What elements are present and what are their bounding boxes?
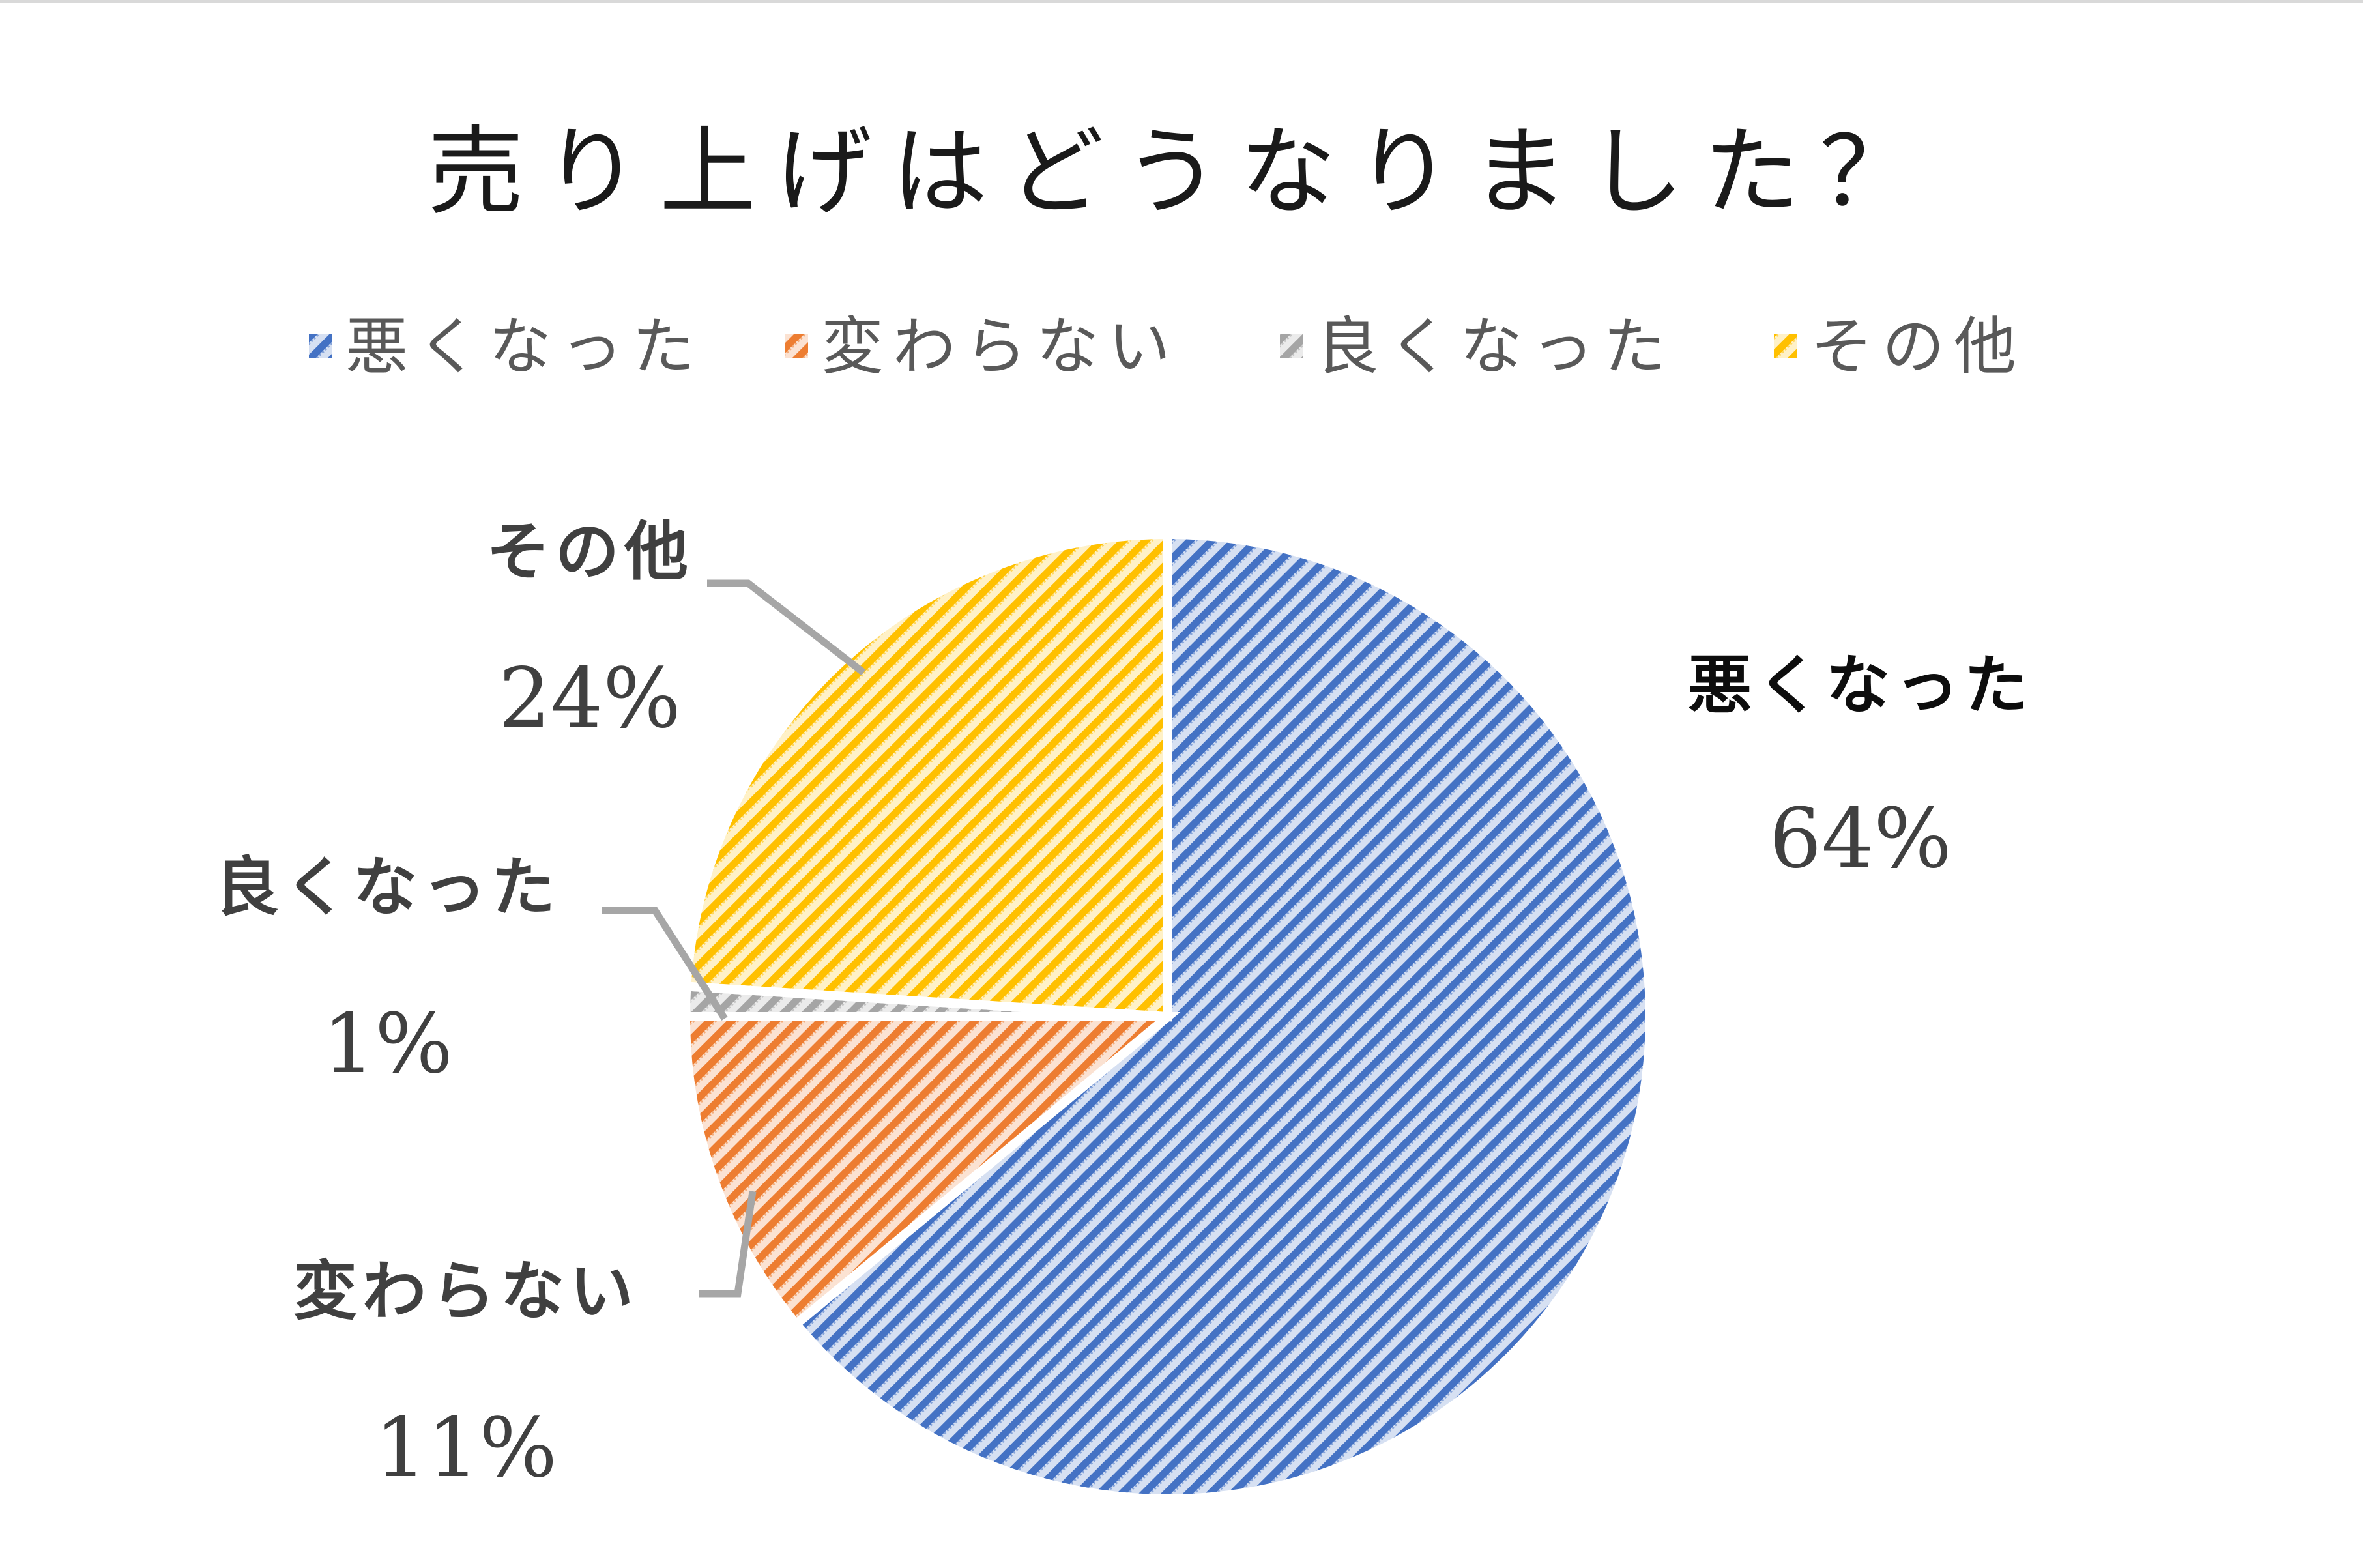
- data-label-percent: 11%: [375, 1400, 557, 1496]
- top-border: [0, 0, 2363, 3]
- legend-label: 良くなった: [1316, 310, 1675, 383]
- chart-title: 売り上げはどうなりました？: [428, 116, 1935, 228]
- pie-slice-4: [682, 529, 1172, 1022]
- leader-line-1: [699, 1191, 757, 1298]
- data-label-category: その他: [486, 515, 693, 589]
- pie-slice-1: [789, 529, 1655, 1503]
- legend-entry-2: 変わらない: [785, 310, 1180, 383]
- leader-line-2: [602, 907, 728, 1021]
- leader-line-3: [707, 579, 866, 676]
- data-label-percent: 64%: [1769, 791, 1952, 886]
- data-label-1: 悪くなった 64%: [1688, 648, 2033, 886]
- legend-swatch: [1774, 334, 1797, 358]
- data-label-3: 良くなった 1%: [215, 850, 560, 1092]
- legend-swatch: [1280, 334, 1303, 358]
- data-label-2: 変わらない 11%: [293, 1255, 639, 1496]
- legend-label: 悪くなった: [345, 310, 704, 383]
- data-label-4: その他 24%: [486, 515, 693, 746]
- data-label-percent: 1%: [323, 996, 453, 1092]
- legend-entry-4: その他: [1774, 310, 2025, 383]
- pie-slices: [680, 529, 1655, 1503]
- pie-slice-2: [680, 1012, 1181, 1331]
- legend-label: その他: [1810, 310, 2025, 383]
- legend: 悪くなった 変わらない 良くなった その他: [309, 310, 2025, 383]
- legend-swatch: [785, 334, 808, 358]
- data-label-category: 変わらない: [293, 1255, 639, 1329]
- legend-swatch: [309, 334, 332, 358]
- data-label-category: 良くなった: [215, 850, 560, 925]
- leader-lines: [602, 579, 866, 1298]
- legend-entry-3: 良くなった: [1280, 310, 1675, 383]
- legend-entry-1: 悪くなった: [309, 310, 704, 383]
- data-label-category: 悪くなった: [1688, 648, 2033, 723]
- data-labels: 悪くなった 64% 変わらない 11% 良くなった 1% その他 24%: [215, 515, 2033, 1496]
- legend-label: 変わらない: [821, 310, 1180, 383]
- data-label-percent: 24%: [499, 650, 681, 746]
